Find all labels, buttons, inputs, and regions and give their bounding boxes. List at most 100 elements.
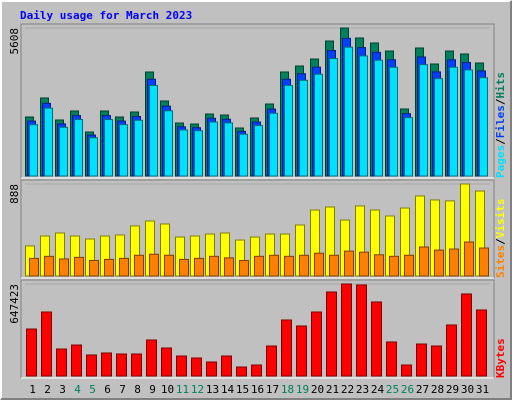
bar bbox=[329, 254, 339, 277]
bar bbox=[206, 361, 217, 377]
legend-entry: Visits bbox=[494, 199, 507, 239]
bar bbox=[419, 246, 429, 277]
bar bbox=[359, 55, 368, 177]
bar bbox=[59, 258, 69, 277]
x-tick-label: 25 bbox=[386, 383, 399, 396]
bar bbox=[461, 293, 472, 377]
x-tick-label: 23 bbox=[356, 383, 369, 396]
bar bbox=[59, 126, 68, 177]
bar bbox=[119, 124, 128, 177]
bar bbox=[479, 247, 489, 277]
bar bbox=[284, 84, 293, 177]
bar bbox=[209, 255, 219, 277]
x-tick-label: 22 bbox=[341, 383, 354, 396]
bar bbox=[311, 311, 322, 377]
bar bbox=[449, 66, 458, 177]
legend: Pages/Files/Hits bbox=[494, 72, 507, 178]
bar bbox=[389, 66, 398, 177]
x-tick-label: 14 bbox=[221, 383, 235, 396]
bar bbox=[191, 357, 202, 377]
x-tick-label: 5 bbox=[89, 383, 96, 396]
bar bbox=[266, 345, 277, 377]
bar bbox=[479, 77, 488, 177]
legend-entry: Pages bbox=[494, 145, 507, 178]
bar bbox=[374, 59, 383, 177]
bar bbox=[281, 319, 292, 377]
bar bbox=[359, 251, 369, 277]
x-tick-label: 9 bbox=[149, 383, 156, 396]
bar bbox=[254, 255, 264, 277]
x-tick-label: 20 bbox=[311, 383, 324, 396]
bar bbox=[464, 69, 473, 177]
bar bbox=[134, 254, 144, 277]
x-tick-label: 10 bbox=[161, 383, 174, 396]
bar bbox=[74, 119, 83, 177]
bar bbox=[314, 73, 323, 177]
bar bbox=[29, 124, 38, 177]
chart-title: Daily usage for March 2023 bbox=[20, 9, 192, 22]
bar bbox=[299, 254, 309, 277]
bar bbox=[236, 366, 247, 377]
bar bbox=[146, 339, 157, 377]
bar bbox=[416, 343, 427, 377]
bar bbox=[404, 254, 414, 277]
x-tick-label: 18 bbox=[281, 383, 294, 396]
x-tick-label: 2 bbox=[44, 383, 51, 396]
bar bbox=[371, 301, 382, 377]
x-tick-label: 1 bbox=[29, 383, 36, 396]
bar bbox=[374, 254, 384, 277]
bar bbox=[431, 345, 442, 377]
x-tick-label: 19 bbox=[296, 383, 309, 396]
bar bbox=[386, 341, 397, 377]
bar bbox=[239, 259, 249, 277]
x-tick-label: 21 bbox=[326, 383, 339, 396]
bar bbox=[419, 64, 428, 177]
bar bbox=[44, 107, 53, 177]
x-tick-label: 4 bbox=[74, 383, 81, 396]
x-tick-label: 26 bbox=[401, 383, 414, 396]
bar bbox=[104, 258, 114, 277]
x-tick-label: 7 bbox=[119, 383, 126, 396]
bar bbox=[134, 119, 143, 177]
legend-separator: / bbox=[494, 98, 507, 105]
x-tick-label: 27 bbox=[416, 383, 429, 396]
bar bbox=[239, 133, 248, 177]
bar bbox=[299, 79, 308, 177]
bar bbox=[401, 364, 412, 377]
bar bbox=[404, 117, 413, 177]
bar bbox=[464, 241, 474, 277]
bar bbox=[119, 257, 129, 277]
bar bbox=[344, 46, 353, 177]
legend-entry: Sites bbox=[494, 245, 507, 278]
x-tick-label: 31 bbox=[476, 383, 489, 396]
bar bbox=[101, 352, 112, 377]
x-tick-label: 13 bbox=[206, 383, 219, 396]
x-tick-label: 12 bbox=[191, 383, 204, 396]
bar bbox=[179, 258, 189, 277]
bar bbox=[164, 254, 174, 277]
bar bbox=[251, 364, 262, 377]
bar bbox=[131, 353, 142, 377]
x-tick-label: 6 bbox=[104, 383, 111, 396]
x-tick-label: 8 bbox=[134, 383, 141, 396]
bar bbox=[89, 259, 99, 277]
bar bbox=[296, 325, 307, 377]
bar bbox=[176, 355, 187, 377]
bar bbox=[449, 248, 459, 277]
bar bbox=[224, 257, 234, 277]
bar bbox=[269, 254, 279, 277]
bar bbox=[221, 355, 232, 377]
bar bbox=[74, 256, 84, 277]
legend: Sites/Visits bbox=[494, 199, 507, 279]
bar bbox=[149, 84, 158, 177]
bar bbox=[26, 328, 37, 377]
legend-separator: / bbox=[494, 138, 507, 145]
x-tick-label: 29 bbox=[446, 383, 459, 396]
x-tick-label: 28 bbox=[431, 383, 444, 396]
x-tick-label: 3 bbox=[59, 383, 66, 396]
bar bbox=[284, 255, 294, 277]
